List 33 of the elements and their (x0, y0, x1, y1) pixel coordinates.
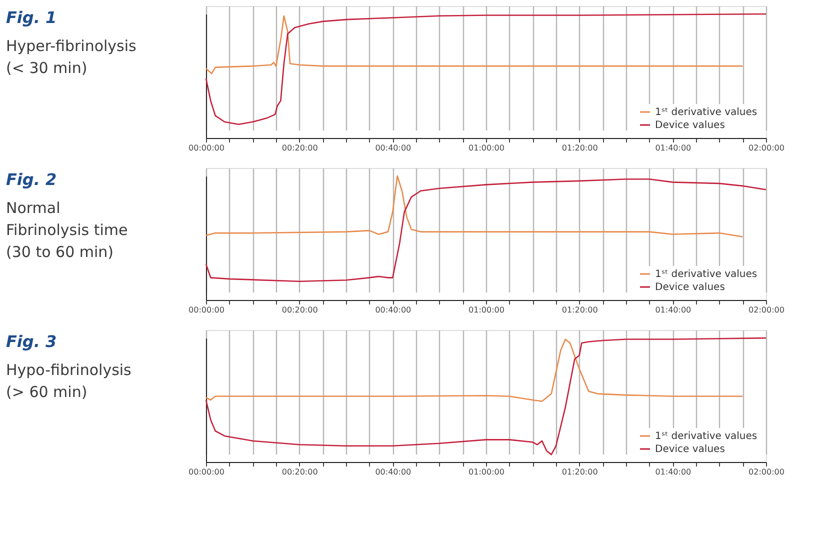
text: Normal Fibrinolysis time (30 to 60 min) (6, 199, 128, 261)
x-tick-label: 00:20:00 (282, 468, 318, 476)
legend-label: Device values (655, 282, 725, 293)
x-tick-label: 01:40:00 (655, 144, 692, 152)
caption: Fig. 3 (6, 332, 57, 351)
x-tick-label: 00:00:00 (188, 306, 224, 314)
legend-label: Device values (655, 120, 725, 131)
x-tick-label: 02:00:00 (748, 306, 784, 314)
x-tick-label: 01:00:00 (468, 144, 504, 152)
x-tick-label: 00:40:00 (375, 306, 412, 314)
caption: Fig. 1 (6, 8, 57, 27)
legend-label: Device values (655, 444, 725, 455)
x-tick-label: 01:40:00 (655, 468, 692, 476)
legend-label: 1ˢᵗ derivative values (655, 107, 758, 118)
x-tick-label: 01:20:00 (562, 468, 598, 476)
x-tick-label: 01:40:00 (655, 306, 692, 314)
x-tick-label: 01:20:00 (562, 306, 598, 314)
legend-label: 1ˢᵗ derivative values (655, 431, 758, 442)
x-tick-label: 02:00:00 (748, 468, 784, 476)
x-tick-label: 00:40:00 (375, 144, 412, 152)
text: Hyper-fibrinolysis (< 30 min) (6, 37, 137, 77)
x-tick-label: 00:20:00 (282, 144, 318, 152)
x-tick-label: 01:00:00 (468, 468, 504, 476)
x-tick-label: 01:20:00 (562, 144, 598, 152)
caption: Fig. 2 (6, 170, 57, 189)
x-tick-label: 02:00:00 (748, 144, 784, 152)
x-tick-label: 01:00:00 (468, 306, 504, 314)
x-tick-label: 00:00:00 (188, 144, 224, 152)
legend-label: 1ˢᵗ derivative values (655, 269, 758, 280)
x-tick-label: 00:00:00 (188, 468, 224, 476)
x-tick-label: 00:20:00 (282, 306, 318, 314)
text: Hypo-fibrinolysis (> 60 min) (6, 361, 132, 401)
x-tick-label: 00:40:00 (375, 468, 412, 476)
